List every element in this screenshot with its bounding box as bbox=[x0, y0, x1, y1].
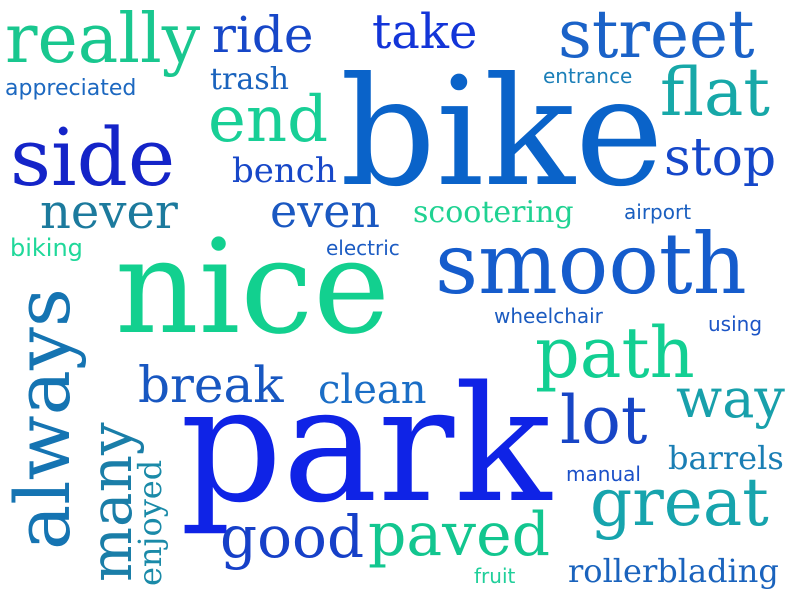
word-biking: biking bbox=[10, 234, 83, 262]
word-stop: stop bbox=[664, 128, 777, 188]
word-barrels: barrels bbox=[668, 439, 784, 477]
word-end: end bbox=[208, 83, 329, 157]
word-paved: paved bbox=[368, 500, 550, 570]
word-smooth: smooth bbox=[435, 215, 747, 313]
word-enjoyed: enjoyed bbox=[131, 459, 169, 586]
word-really: really bbox=[5, 0, 201, 79]
word-clean: clean bbox=[318, 367, 427, 413]
word-using: using bbox=[708, 312, 763, 336]
word-rollerblading: rollerblading bbox=[568, 552, 779, 590]
word-appreciated: appreciated bbox=[5, 76, 137, 101]
word-street: street bbox=[558, 0, 755, 73]
word-scootering: scootering bbox=[413, 195, 574, 230]
word-electric: electric bbox=[326, 236, 400, 260]
word-flat: flat bbox=[660, 54, 770, 131]
word-never: never bbox=[40, 184, 178, 240]
word-side: side bbox=[10, 111, 176, 204]
word-take: take bbox=[372, 4, 478, 60]
word-lot: lot bbox=[560, 382, 648, 459]
word-even: even bbox=[270, 184, 381, 238]
word-path: path bbox=[535, 312, 695, 394]
word-fruit: fruit bbox=[474, 564, 516, 588]
word-good: good bbox=[220, 503, 365, 571]
word-way: way bbox=[676, 367, 785, 430]
word-bike: bike bbox=[340, 46, 664, 220]
word-always: always bbox=[0, 288, 87, 550]
word-wheelchair: wheelchair bbox=[494, 304, 603, 328]
word-entrance: entrance bbox=[543, 64, 633, 88]
word-bench: bench bbox=[232, 151, 337, 191]
word-break: break bbox=[138, 356, 284, 414]
word-airport: airport bbox=[624, 200, 692, 224]
word-ride: ride bbox=[212, 6, 314, 64]
word-manual: manual bbox=[566, 462, 641, 486]
word-nice: nice bbox=[115, 211, 391, 363]
word-great: great bbox=[590, 464, 769, 541]
word-trash: trash bbox=[210, 62, 289, 97]
word-park: park bbox=[180, 351, 552, 538]
